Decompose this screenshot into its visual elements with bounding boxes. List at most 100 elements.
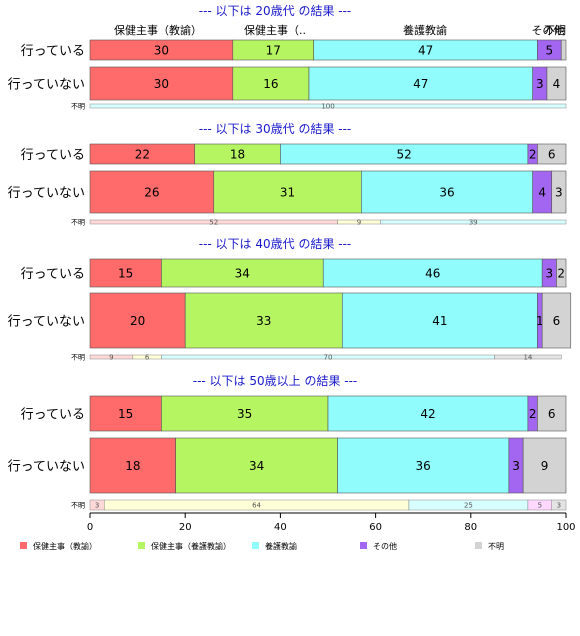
data-label: 9 [541,459,549,473]
data-label: 26 [144,186,159,200]
data-label: 6 [548,148,556,162]
legend-swatch [252,542,259,549]
bar-segment [184,292,343,349]
small-data-label: 14 [523,354,532,362]
legend-swatch [138,542,145,549]
small-data-label: 100 [321,103,334,111]
data-label: 15 [118,267,133,281]
legend-swatch [20,542,27,549]
bar-segment [537,143,567,165]
x-tick-label: 40 [274,522,287,533]
legend-swatch [475,542,482,549]
data-label: 36 [416,459,431,473]
row-label: 行っていない [8,460,85,475]
legend-label: 保健主事（養護教諭） [151,541,231,551]
data-label: 3 [546,267,554,281]
small-bar-segment [551,499,567,511]
data-label: 31 [280,186,295,200]
data-label: 34 [249,459,264,473]
bar-segment [551,170,567,214]
small-data-label: 52 [209,219,218,227]
bar-segment [322,258,543,288]
row-label: 行っている [21,44,85,59]
data-label: 2 [529,407,537,421]
data-label: 4 [553,77,561,91]
x-tick-label: 0 [87,522,93,533]
group-title: --- 以下は 40歳代 の結果 --- [199,237,352,251]
bar-segment [327,395,529,432]
data-label: 47 [413,77,428,91]
small-data-label: 9 [109,354,113,362]
small-row-label: 不明 [71,103,85,111]
data-label: 3 [536,77,544,91]
legend-label: その他 [373,541,397,551]
bar-segment [213,170,362,214]
data-label: 30 [154,44,169,58]
data-label: 5 [546,44,554,58]
data-label: 34 [235,267,250,281]
data-label: 2 [557,267,565,281]
small-data-label: 9 [357,219,361,227]
row-label: 行っている [21,408,85,423]
small-data-label: 6 [145,354,150,362]
column-header: 不明 [544,24,566,37]
column-header: 養護教諭 [403,23,447,37]
column-header: その他 [532,24,565,37]
row-label: 行っていない [8,78,85,93]
bar-segment [89,437,176,494]
data-label: 6 [553,314,561,328]
row-label: 行っていない [8,186,85,201]
column-header: 保健主事（教諭） [114,23,202,37]
bar-segment [89,66,234,101]
data-label: 33 [256,314,271,328]
legend-label: 保健主事（教諭） [33,541,97,551]
bar-segment [89,258,162,288]
column-header: 保健主事（.. [244,23,306,37]
bar-segment [89,292,186,349]
bar-segment [341,292,538,349]
bar-segment [175,437,338,494]
small-row-label: 不明 [71,502,85,510]
x-tick-label: 100 [556,522,575,533]
bar-segment [89,170,215,214]
row-label: 行っている [21,148,85,163]
data-label: 4 [538,186,546,200]
data-label: 18 [125,459,140,473]
data-label: 16 [263,77,278,91]
data-label: 18 [230,148,245,162]
row-label: 行っていない [8,315,85,330]
legend-label: 不明 [488,542,504,551]
small-data-label: 5 [538,502,542,510]
data-label: 47 [418,44,433,58]
x-tick-label: 20 [179,522,192,533]
legend-swatch [360,542,367,549]
bar-segment [308,66,533,101]
data-label: 6 [548,407,556,421]
row-label: 行っている [21,267,85,282]
bar-segment [161,258,324,288]
data-label: 46 [425,267,440,281]
small-data-label: 70 [324,354,333,362]
data-label: 42 [420,407,435,421]
data-label: 3 [555,186,563,200]
small-data-label: 3 [95,502,99,510]
x-tick-label: 80 [464,522,477,533]
bar-segment [560,39,567,61]
group-title: --- 以下は 20歳代 の結果 --- [199,4,352,18]
data-label: 22 [135,148,150,162]
bar-segment [537,395,567,432]
data-label: 3 [512,459,520,473]
data-label: 1 [536,314,544,328]
data-label: 41 [432,314,447,328]
bar-segment [337,437,510,494]
data-label: 2 [529,148,537,162]
small-data-label: 64 [252,502,261,510]
data-label: 52 [397,148,412,162]
data-label: 30 [154,77,169,91]
data-label: 17 [266,44,281,58]
small-bar-segment [494,354,562,360]
small-data-label: 39 [469,219,478,227]
small-row-label: 不明 [71,219,85,227]
data-label: 20 [130,314,145,328]
